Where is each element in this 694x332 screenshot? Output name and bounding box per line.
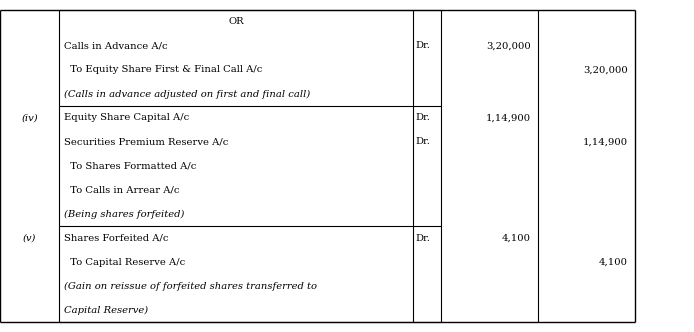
Text: 3,20,000: 3,20,000: [584, 65, 628, 74]
Text: Capital Reserve): Capital Reserve): [64, 305, 148, 315]
Text: Dr.: Dr.: [416, 114, 430, 123]
Text: To Calls in Arrear A/c: To Calls in Arrear A/c: [64, 186, 179, 195]
Text: Dr.: Dr.: [416, 42, 430, 50]
Text: Dr.: Dr.: [416, 233, 430, 242]
Text: 1,14,900: 1,14,900: [486, 114, 531, 123]
Text: To Capital Reserve A/c: To Capital Reserve A/c: [64, 258, 185, 267]
Text: (Being shares forfeited): (Being shares forfeited): [64, 209, 184, 218]
Text: (Calls in advance adjusted on first and final call): (Calls in advance adjusted on first and …: [64, 89, 310, 99]
Text: Securities Premium Reserve A/c: Securities Premium Reserve A/c: [64, 137, 228, 146]
Text: 4,100: 4,100: [599, 258, 628, 267]
Text: Dr.: Dr.: [416, 137, 430, 146]
Text: To Shares Formatted A/c: To Shares Formatted A/c: [64, 161, 196, 171]
Text: 4,100: 4,100: [502, 233, 531, 242]
Text: OR: OR: [228, 18, 244, 27]
Text: Equity Share Capital A/c: Equity Share Capital A/c: [64, 114, 189, 123]
Text: Calls in Advance A/c: Calls in Advance A/c: [64, 42, 167, 50]
Text: Shares Forfeited A/c: Shares Forfeited A/c: [64, 233, 169, 242]
Text: (Gain on reissue of forfeited shares transferred to: (Gain on reissue of forfeited shares tra…: [64, 282, 317, 290]
Text: 1,14,900: 1,14,900: [583, 137, 628, 146]
Text: To Equity Share First & Final Call A/c: To Equity Share First & Final Call A/c: [64, 65, 262, 74]
Text: (v): (v): [23, 233, 36, 242]
Text: (iv): (iv): [22, 114, 37, 123]
Text: 3,20,000: 3,20,000: [486, 42, 531, 50]
